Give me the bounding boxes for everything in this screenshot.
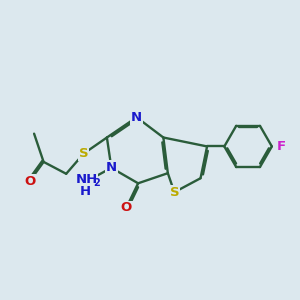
Text: S: S xyxy=(169,186,179,199)
Text: H: H xyxy=(80,185,92,198)
Text: N: N xyxy=(131,111,142,124)
Text: S: S xyxy=(79,147,88,160)
Text: O: O xyxy=(24,175,35,188)
Text: F: F xyxy=(277,140,286,153)
Text: O: O xyxy=(121,202,132,214)
Text: N: N xyxy=(106,161,117,174)
Text: NH: NH xyxy=(76,172,98,186)
Text: 2: 2 xyxy=(94,178,100,188)
